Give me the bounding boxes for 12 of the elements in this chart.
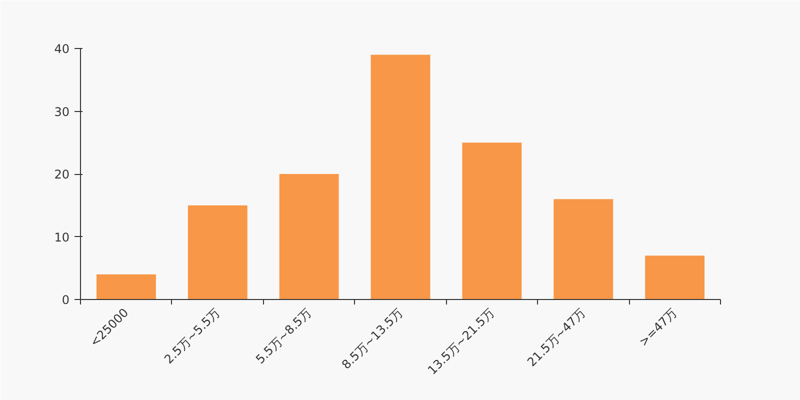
y-tick-label: 0 bbox=[62, 293, 70, 307]
bar bbox=[279, 174, 339, 300]
bar bbox=[462, 142, 522, 300]
bar bbox=[96, 274, 156, 300]
bar bbox=[645, 256, 704, 300]
y-tick-label: 20 bbox=[54, 168, 70, 182]
y-tick-label: 10 bbox=[54, 230, 70, 244]
y-tick-label: 30 bbox=[54, 104, 70, 119]
bar bbox=[188, 205, 248, 300]
y-tick-label: 40 bbox=[54, 42, 70, 56]
bar bbox=[370, 54, 430, 300]
bar bbox=[554, 199, 614, 300]
